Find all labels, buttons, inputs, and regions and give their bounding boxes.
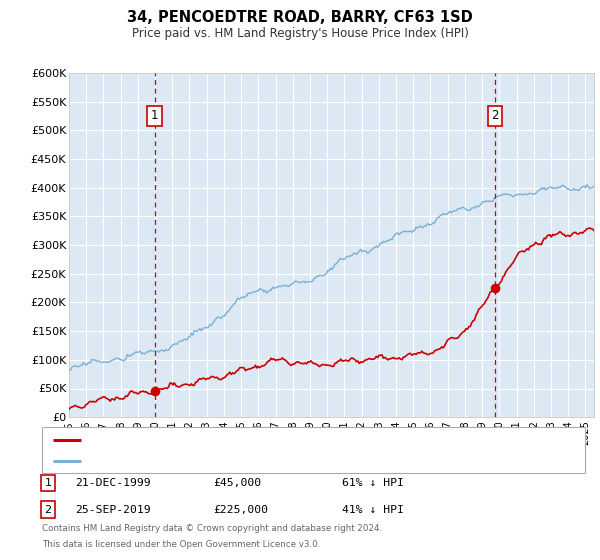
Text: 2: 2: [44, 505, 52, 515]
Text: 34, PENCOEDTRE ROAD, BARRY, CF63 1SD (detached house): 34, PENCOEDTRE ROAD, BARRY, CF63 1SD (de…: [85, 435, 418, 445]
Text: £45,000: £45,000: [213, 478, 261, 488]
Text: HPI: Average price, detached house, Vale of Glamorgan: HPI: Average price, detached house, Vale…: [85, 456, 388, 466]
Text: 1: 1: [151, 109, 158, 122]
Text: 61% ↓ HPI: 61% ↓ HPI: [342, 478, 404, 488]
Text: 21-DEC-1999: 21-DEC-1999: [75, 478, 151, 488]
Text: 41% ↓ HPI: 41% ↓ HPI: [342, 505, 404, 515]
Text: 2: 2: [491, 109, 499, 122]
Text: 1: 1: [44, 478, 52, 488]
Text: Contains HM Land Registry data © Crown copyright and database right 2024.: Contains HM Land Registry data © Crown c…: [42, 524, 382, 533]
Text: 34, PENCOEDTRE ROAD, BARRY, CF63 1SD: 34, PENCOEDTRE ROAD, BARRY, CF63 1SD: [127, 10, 473, 25]
Text: This data is licensed under the Open Government Licence v3.0.: This data is licensed under the Open Gov…: [42, 540, 320, 549]
Text: 25-SEP-2019: 25-SEP-2019: [75, 505, 151, 515]
Text: £225,000: £225,000: [213, 505, 268, 515]
Text: Price paid vs. HM Land Registry's House Price Index (HPI): Price paid vs. HM Land Registry's House …: [131, 27, 469, 40]
